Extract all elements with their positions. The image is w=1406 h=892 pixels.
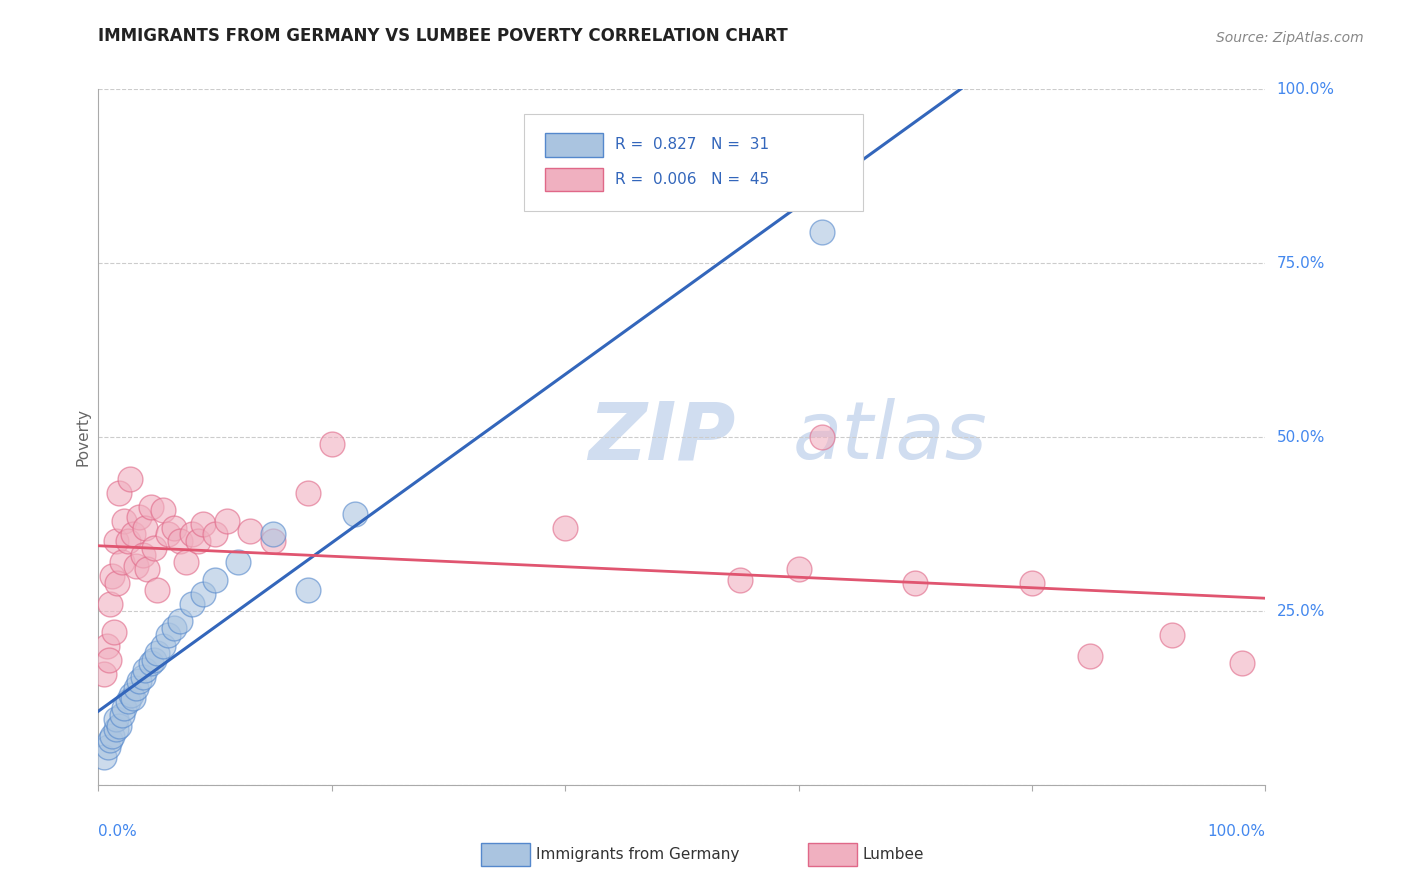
Point — [101, 569, 124, 583]
Point — [1161, 628, 1184, 642]
Text: R =  0.006   N =  45: R = 0.006 N = 45 — [616, 172, 769, 187]
Point — [262, 534, 284, 549]
Point — [904, 576, 927, 591]
Point — [104, 723, 127, 737]
Point — [104, 534, 127, 549]
Point — [96, 639, 118, 653]
Point — [180, 527, 202, 541]
Point — [108, 485, 131, 500]
Point — [344, 507, 367, 521]
FancyBboxPatch shape — [808, 843, 858, 866]
Point — [122, 527, 145, 541]
Point — [157, 628, 180, 642]
Point — [111, 708, 134, 723]
Point — [134, 663, 156, 677]
Point — [157, 527, 180, 541]
Point — [117, 694, 139, 708]
Point — [146, 583, 169, 598]
Text: IMMIGRANTS FROM GERMANY VS LUMBEE POVERTY CORRELATION CHART: IMMIGRANTS FROM GERMANY VS LUMBEE POVERT… — [98, 27, 789, 45]
Point — [93, 666, 115, 681]
Point — [321, 437, 343, 451]
Point — [112, 701, 135, 715]
Text: 0.0%: 0.0% — [98, 824, 138, 838]
Point — [93, 750, 115, 764]
Point — [1021, 576, 1043, 591]
Point — [104, 712, 127, 726]
Point — [108, 719, 131, 733]
Point — [554, 520, 576, 534]
Point — [122, 690, 145, 705]
Point — [152, 503, 174, 517]
Text: Immigrants from Germany: Immigrants from Germany — [536, 847, 740, 862]
Point — [187, 534, 209, 549]
Point — [103, 624, 125, 639]
FancyBboxPatch shape — [481, 843, 530, 866]
Point — [228, 555, 250, 569]
Point — [297, 485, 319, 500]
Text: 100.0%: 100.0% — [1208, 824, 1265, 838]
Point — [117, 534, 139, 549]
Text: 50.0%: 50.0% — [1277, 430, 1324, 444]
Text: ZIP: ZIP — [589, 398, 735, 476]
Point — [97, 739, 120, 754]
Point — [204, 573, 226, 587]
Point — [262, 527, 284, 541]
Point — [111, 555, 134, 569]
Point — [143, 653, 166, 667]
Point — [787, 562, 810, 576]
Point — [163, 520, 186, 534]
FancyBboxPatch shape — [546, 168, 603, 192]
Point — [125, 681, 148, 695]
Point — [297, 583, 319, 598]
Text: R =  0.827   N =  31: R = 0.827 N = 31 — [616, 137, 769, 153]
Point — [163, 621, 186, 635]
Point — [143, 541, 166, 556]
Point — [811, 430, 834, 444]
Point — [128, 510, 150, 524]
Text: 75.0%: 75.0% — [1277, 256, 1324, 270]
Point — [132, 549, 155, 563]
Point — [169, 534, 191, 549]
Point — [98, 597, 121, 611]
Text: Source: ZipAtlas.com: Source: ZipAtlas.com — [1216, 30, 1364, 45]
Point — [132, 670, 155, 684]
Point — [180, 597, 202, 611]
Text: 25.0%: 25.0% — [1277, 604, 1324, 618]
Point — [112, 514, 135, 528]
Point — [811, 225, 834, 239]
Point — [118, 472, 141, 486]
Point — [730, 573, 752, 587]
Point — [146, 646, 169, 660]
Y-axis label: Poverty: Poverty — [75, 408, 90, 467]
Text: 100.0%: 100.0% — [1277, 82, 1334, 96]
Point — [128, 673, 150, 688]
Point — [101, 729, 124, 743]
Point — [239, 524, 262, 538]
Point — [139, 500, 162, 514]
FancyBboxPatch shape — [524, 113, 863, 211]
Point — [193, 516, 215, 531]
Point — [98, 732, 121, 747]
Point — [120, 688, 142, 702]
Point — [139, 657, 162, 671]
Point — [105, 576, 128, 591]
Point — [193, 587, 215, 601]
Point — [204, 527, 226, 541]
Text: atlas: atlas — [793, 398, 987, 476]
Point — [215, 514, 238, 528]
Point — [152, 639, 174, 653]
FancyBboxPatch shape — [546, 133, 603, 157]
Point — [1230, 657, 1253, 671]
Text: Lumbee: Lumbee — [863, 847, 924, 862]
Point — [136, 562, 159, 576]
Point — [174, 555, 197, 569]
Point — [1080, 649, 1102, 664]
Point — [134, 520, 156, 534]
Point — [125, 558, 148, 573]
Point — [97, 653, 120, 667]
Point — [169, 615, 191, 629]
